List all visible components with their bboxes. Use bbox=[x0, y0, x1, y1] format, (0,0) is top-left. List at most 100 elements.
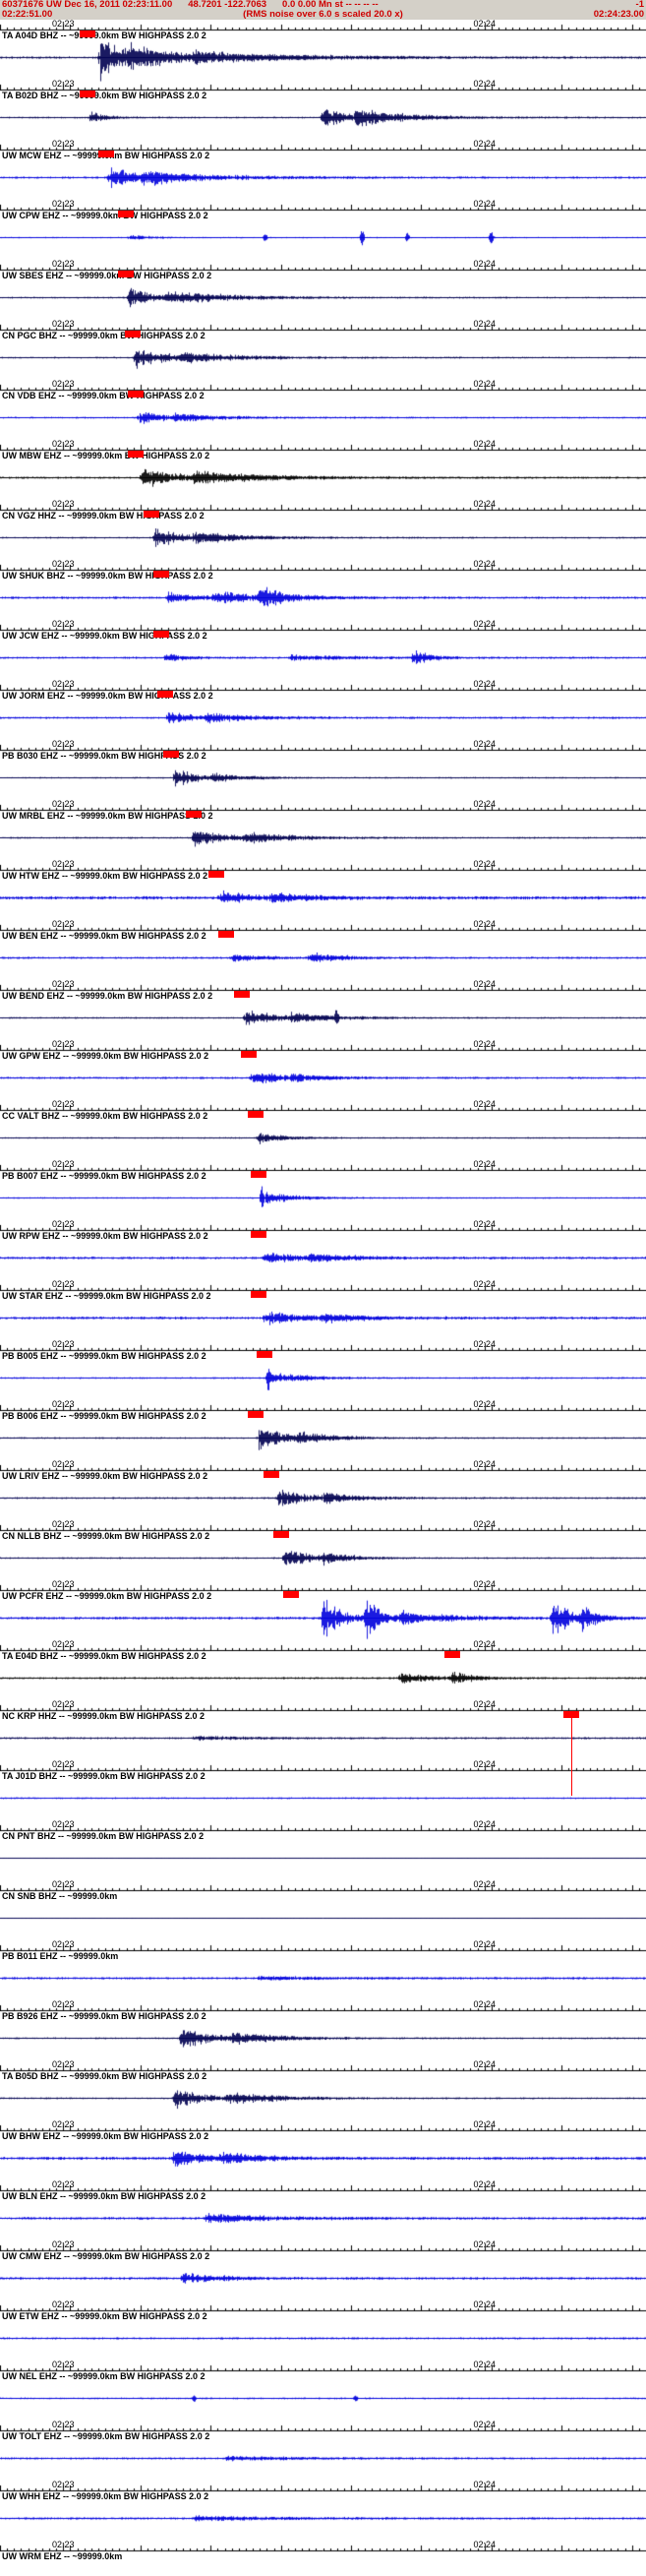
station-label[interactable]: TA B02D BHZ -- ~99999.0km BW HIGHPASS 2.… bbox=[2, 91, 207, 100]
time-label-right: 02:24 bbox=[473, 859, 497, 869]
time-window-line: 02:22:51.00 (RMS noise over 6.0 s scaled… bbox=[0, 10, 646, 20]
station-label[interactable]: UW BLN EHZ -- ~99999.0km BW HIGHPASS 2.0… bbox=[2, 2191, 206, 2201]
pick-marker[interactable] bbox=[217, 931, 234, 938]
station-label[interactable]: UW MBW EHZ -- ~99999.0km BW HIGHPASS 2.0… bbox=[2, 451, 210, 460]
station-label[interactable]: UW GPW EHZ -- ~99999.0km BW HIGHPASS 2.0… bbox=[2, 1051, 209, 1061]
station-label[interactable]: UW BEN EHZ -- ~99999.0km BW HIGHPASS 2.0… bbox=[2, 931, 206, 941]
pick-marker[interactable] bbox=[98, 151, 115, 157]
station-label[interactable]: CN PGC BHZ -- ~99999.0km BW HIGHPASS 2.0… bbox=[2, 331, 206, 340]
time-label-left: 02:23 bbox=[52, 439, 75, 449]
pick-marker[interactable] bbox=[186, 811, 203, 818]
pick-marker[interactable] bbox=[153, 571, 170, 578]
pick-marker[interactable] bbox=[127, 391, 144, 398]
pick-marker[interactable] bbox=[247, 1111, 264, 1118]
station-label[interactable]: UW BHW EHZ -- ~99999.0km BW HIGHPASS 2.0… bbox=[2, 2131, 209, 2141]
station-label[interactable]: UW WHH EHZ -- ~99999.0km BW HIGHPASS 2.0… bbox=[2, 2491, 209, 2501]
time-label-left: 02:23 bbox=[52, 259, 75, 269]
station-label[interactable]: CN NLLB BHZ -- ~99999.0km BW HIGHPASS 2.… bbox=[2, 1531, 210, 1541]
station-label[interactable]: CN SNB BHZ -- ~99999.0km bbox=[2, 1891, 118, 1901]
pick-marker[interactable] bbox=[247, 1411, 264, 1418]
time-label-right: 02:24 bbox=[473, 139, 497, 149]
trace-row: 02:23 02:24 CN NLLB BHZ -- ~99999.0km BW H… bbox=[0, 1520, 646, 1580]
station-label[interactable]: PB B006 EHZ -- ~99999.0km BW HIGHPASS 2.… bbox=[2, 1411, 206, 1421]
station-label[interactable]: CN VDB EHZ -- ~99999.0km BW HIGHPASS 2.0… bbox=[2, 391, 205, 400]
time-label-left: 02:23 bbox=[52, 1219, 75, 1229]
station-label[interactable]: UW WRM EHZ -- ~99999.0km bbox=[2, 2551, 123, 2561]
pick-marker[interactable] bbox=[257, 1351, 273, 1358]
time-label-left: 02:23 bbox=[52, 1939, 75, 1949]
station-label[interactable]: UW SBES EHZ -- ~99999.0km BW HIGHPASS 2.… bbox=[2, 271, 212, 280]
pick-marker[interactable] bbox=[272, 1531, 289, 1538]
station-label[interactable]: UW TOLT EHZ -- ~99999.0km BW HIGHPASS 2.… bbox=[2, 2431, 210, 2441]
station-label[interactable]: CC VALT BHZ -- ~99999.0km BW HIGHPASS 2.… bbox=[2, 1111, 208, 1121]
station-label[interactable]: UW MRBL EHZ -- ~99999.0km BW HIGHPASS 2.… bbox=[2, 811, 213, 821]
time-label-right: 02:24 bbox=[473, 1819, 497, 1829]
trace-row: 02:23 02:24 PB B011 EHZ -- ~99999.0km bbox=[0, 1940, 646, 2000]
pick-marker[interactable] bbox=[144, 511, 160, 518]
pick-marker[interactable] bbox=[127, 451, 144, 458]
pick-marker[interactable] bbox=[153, 631, 170, 638]
pick-marker[interactable] bbox=[163, 751, 180, 758]
station-label[interactable]: UW LRIV EHZ -- ~99999.0km BW HIGHPASS 2.… bbox=[2, 1471, 208, 1481]
window-end-time: 02:24:23.00 bbox=[593, 9, 644, 20]
time-label-right: 02:24 bbox=[473, 1039, 497, 1049]
trace-row: 02:23 02:24 PB B005 EHZ -- ~99999.0km BW H… bbox=[0, 1340, 646, 1400]
station-label[interactable]: PB B030 EHZ -- ~99999.0km BW HIGHPASS 2.… bbox=[2, 751, 206, 761]
station-label[interactable]: PB B011 EHZ -- ~99999.0km bbox=[2, 1951, 119, 1961]
trace-row: 02:23 02:24 PB B030 EHZ -- ~99999.0km BW H… bbox=[0, 740, 646, 800]
station-label[interactable]: TA A04D BHZ -- ~99999.0km BW HIGHPASS 2.… bbox=[2, 31, 206, 40]
pick-marker[interactable] bbox=[79, 91, 95, 97]
pick-marker[interactable] bbox=[240, 1051, 257, 1058]
trace-row: 02:23 02:24 CN PGC BHZ -- ~99999.0km BW HI… bbox=[0, 320, 646, 380]
station-label[interactable]: TA E04D BHZ -- ~99999.0km BW HIGHPASS 2.… bbox=[2, 1651, 206, 1661]
pick-marker[interactable] bbox=[79, 31, 95, 37]
trace-row: 02:23 02:24 UW GPW EHZ -- ~99999.0km BW HI… bbox=[0, 1040, 646, 1100]
pick-marker[interactable] bbox=[250, 1231, 266, 1238]
station-label[interactable]: CN VGZ HHZ -- ~99999.0km BW HIGHPASS 2.0… bbox=[2, 511, 205, 521]
station-label[interactable]: UW JCW EHZ -- ~99999.0km BW HIGHPASS 2.0… bbox=[2, 631, 207, 641]
pick-marker[interactable] bbox=[282, 1591, 299, 1598]
pick-marker[interactable] bbox=[124, 331, 141, 337]
station-label[interactable]: UW HTW EHZ -- ~99999.0km BW HIGHPASS 2.0… bbox=[2, 871, 208, 881]
station-label[interactable]: UW CMW EHZ -- ~99999.0km BW HIGHPASS 2.0… bbox=[2, 2251, 210, 2261]
time-label-left: 02:23 bbox=[52, 1039, 75, 1049]
pick-marker[interactable] bbox=[118, 211, 135, 217]
pick-marker[interactable] bbox=[443, 1651, 460, 1658]
station-label[interactable]: UW CPW EHZ -- ~99999.0km BW HIGHPASS 2.0… bbox=[2, 211, 208, 220]
trace-row: 02:23 02:24 UW HTW EHZ -- ~99999.0km BW HI… bbox=[0, 860, 646, 920]
station-label[interactable]: CN PNT BHZ -- ~99999.0km BW HIGHPASS 2.0… bbox=[2, 1831, 205, 1841]
station-label[interactable]: TA J01D BHZ -- ~99999.0km BW HIGHPASS 2.… bbox=[2, 1771, 206, 1781]
station-label[interactable]: PB B005 EHZ -- ~99999.0km BW HIGHPASS 2.… bbox=[2, 1351, 206, 1361]
pick-marker[interactable] bbox=[563, 1711, 580, 1718]
seismogram-canvas[interactable] bbox=[0, 20, 646, 2576]
time-label-left: 02:23 bbox=[52, 2300, 75, 2309]
station-label[interactable]: PB B007 EHZ -- ~99999.0km BW HIGHPASS 2.… bbox=[2, 1171, 206, 1181]
pick-marker[interactable] bbox=[250, 1171, 266, 1178]
station-label[interactable]: UW SHUK BHZ -- ~99999.0km BW HIGHPASS 2.… bbox=[2, 571, 213, 581]
station-label[interactable]: NC KRP HHZ -- ~99999.0km BW HIGHPASS 2.0… bbox=[2, 1711, 205, 1721]
station-label[interactable]: PB B926 EHZ -- ~99999.0km BW HIGHPASS 2.… bbox=[2, 2011, 206, 2021]
station-label[interactable]: UW PCFR EHZ -- ~99999.0km BW HIGHPASS 2.… bbox=[2, 1591, 212, 1601]
time-label-left: 02:23 bbox=[52, 319, 75, 329]
station-label[interactable]: UW ETW EHZ -- ~99999.0km BW HIGHPASS 2.0… bbox=[2, 2311, 207, 2321]
station-label[interactable]: UW RPW EHZ -- ~99999.0km BW HIGHPASS 2.0… bbox=[2, 1231, 208, 1241]
trace-row: 02:23 02:24 UW ETW EHZ -- ~99999.0km BW HI… bbox=[0, 2300, 646, 2361]
pick-marker[interactable] bbox=[250, 1291, 266, 1298]
station-label[interactable]: TA B05D BHZ -- ~99999.0km BW HIGHPASS 2.… bbox=[2, 2071, 207, 2081]
time-label-left: 02:23 bbox=[52, 679, 75, 689]
station-label[interactable]: UW STAR EHZ -- ~99999.0km BW HIGHPASS 2.… bbox=[2, 1291, 211, 1301]
pick-marker[interactable] bbox=[234, 991, 251, 998]
time-label-left: 02:23 bbox=[52, 1459, 75, 1469]
pick-marker[interactable] bbox=[263, 1471, 279, 1478]
station-label[interactable]: UW JORM EHZ -- ~99999.0km BW HIGHPASS 2.… bbox=[2, 691, 213, 701]
time-label-left: 02:23 bbox=[52, 979, 75, 989]
pick-marker[interactable] bbox=[156, 691, 173, 698]
time-label-left: 02:23 bbox=[52, 859, 75, 869]
time-label-right: 02:24 bbox=[473, 1399, 497, 1409]
pick-marker[interactable] bbox=[118, 271, 135, 277]
station-label[interactable]: UW NEL EHZ -- ~99999.0km BW HIGHPASS 2.0… bbox=[2, 2371, 206, 2381]
pick-marker[interactable] bbox=[208, 871, 225, 878]
station-label[interactable]: UW BEND EHZ -- ~99999.0km BW HIGHPASS 2.… bbox=[2, 991, 213, 1001]
trace-row: 02:23 02:24 CN SNB BHZ -- ~99999.0km bbox=[0, 1880, 646, 1940]
